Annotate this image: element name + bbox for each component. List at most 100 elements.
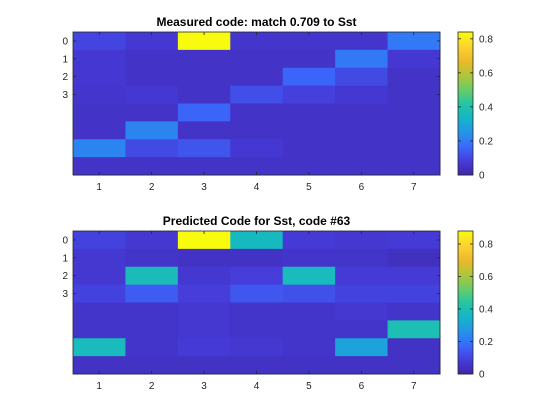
colorbar-segment [458, 114, 473, 118]
heatmap-cell [282, 139, 336, 158]
heatmap-cell [282, 284, 336, 303]
chart-title: Measured code: match 0.709 to Sst [156, 15, 356, 29]
heatmap-cell [230, 32, 284, 51]
colorbar-segment [458, 336, 473, 339]
heatmap-cell [230, 338, 284, 357]
colorbar-segment [458, 253, 473, 256]
colorbar-tick-label: 0.8 [479, 34, 493, 45]
colorbar-segment [458, 282, 473, 286]
heatmap-cell [335, 49, 389, 69]
colorbar-segment [458, 112, 473, 116]
colorbar-segment [458, 152, 473, 156]
y-tick-label: 1 [62, 253, 68, 264]
heatmap-cell [282, 338, 336, 357]
heatmap-cell [387, 231, 441, 250]
colorbar-segment [458, 32, 473, 35]
heatmap-cell [73, 248, 126, 268]
heatmap-cell [335, 338, 389, 357]
heatmap-cell [73, 157, 126, 176]
colorbar-segment [458, 150, 473, 154]
colorbar-segment [458, 358, 473, 361]
colorbar-segment [458, 161, 473, 165]
colorbar-segment [458, 103, 473, 107]
colorbar-segment [458, 353, 473, 357]
heatmap-cell [177, 85, 231, 104]
colorbar-box [457, 230, 474, 375]
heatmap-cell [335, 103, 389, 122]
colorbar-segment [458, 271, 473, 274]
heatmap-cell [177, 284, 231, 303]
colorbar-segment [458, 61, 473, 64]
heatmap-cell [387, 302, 441, 321]
y-tick-label: 1 [62, 54, 68, 65]
y-tick-label: 0 [62, 36, 68, 47]
y-tick-label: 3 [62, 289, 68, 300]
colorbar-box [457, 31, 474, 176]
heatmap-cell [73, 32, 126, 51]
colorbar-segment [458, 159, 473, 162]
heatmap-cell [387, 85, 441, 104]
colorbar-tick-label: 0.8 [479, 240, 493, 251]
colorbar-segment [458, 72, 473, 75]
heatmap-cell [282, 356, 336, 375]
colorbar-segment [458, 322, 473, 326]
heatmap-cell [177, 49, 231, 69]
x-tick-label: 6 [359, 182, 365, 193]
colorbar-segment [458, 273, 473, 277]
heatmap-cell [125, 231, 179, 250]
heatmap-cell [230, 85, 284, 104]
heatmap-cell [177, 356, 231, 375]
heatmap-cell [73, 49, 126, 69]
x-tick-label: 6 [359, 381, 365, 392]
heatmap-cell [125, 338, 179, 357]
heatmap-cell [282, 302, 336, 321]
colorbar-segment [458, 237, 473, 241]
heatmap-cell [282, 103, 336, 122]
colorbar-segment [458, 295, 473, 299]
colorbar-segment [458, 244, 473, 248]
heatmap-cell [387, 356, 441, 375]
colorbar-segment [458, 137, 473, 140]
heatmap-cell [177, 248, 231, 268]
heatmap-cell [230, 248, 284, 268]
heatmap-cell [335, 32, 389, 51]
heatmap-cell [335, 248, 389, 268]
colorbar-segment [458, 331, 473, 335]
colorbar-segment [458, 320, 473, 324]
heatmap-cell [387, 248, 441, 268]
colorbar-segment [458, 172, 473, 176]
heatmap-cell [230, 266, 284, 286]
colorbar-segment [458, 163, 473, 167]
heatmap-cell [282, 121, 336, 140]
heatmap-cell [230, 121, 284, 140]
heatmap-cell [73, 231, 126, 250]
colorbar-segment [458, 255, 473, 259]
colorbar-segment [458, 99, 473, 102]
colorbar-segment [458, 327, 473, 330]
colorbar-segment [458, 145, 473, 149]
colorbar-segment [458, 275, 473, 279]
colorbar-segment [458, 56, 473, 60]
colorbar-tick-label: 0 [479, 370, 485, 381]
colorbar-tick-label: 0 [479, 171, 485, 182]
heatmap-cell [73, 103, 126, 122]
colorbar-segment [458, 246, 473, 250]
heatmap-cell [387, 139, 441, 158]
heatmap-cell [387, 266, 441, 286]
colorbar-segment [458, 309, 473, 312]
colorbar-segment [458, 344, 473, 348]
heatmap-cell [125, 320, 179, 339]
colorbar-segment [458, 116, 473, 120]
colorbar-segment [458, 371, 473, 375]
colorbar-segment [458, 110, 473, 113]
colorbar-segment [458, 92, 473, 95]
colorbar-segment [458, 324, 473, 328]
heatmap-panel-predicted: Predicted Code for Sst, code #63 1 2 3 4 5 6 7 0… [62, 214, 493, 392]
colorbar-segment [458, 166, 473, 169]
heatmap-cell [177, 139, 231, 158]
colorbar-segment [458, 143, 473, 147]
colorbar-segment [458, 168, 473, 171]
colorbar-tick-label: 0.4 [479, 305, 493, 316]
colorbar-segment [458, 266, 473, 270]
